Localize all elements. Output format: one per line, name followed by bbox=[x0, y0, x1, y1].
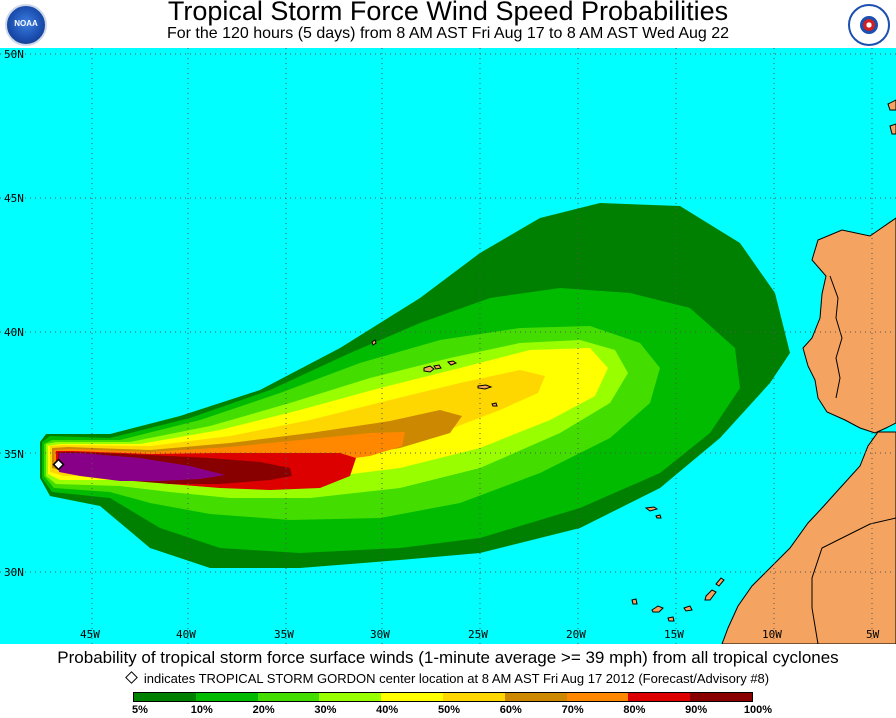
madeira-islands bbox=[644, 506, 662, 519]
canary-islands bbox=[631, 577, 725, 622]
nws-logo bbox=[848, 4, 890, 46]
legend-label: 100% bbox=[743, 704, 773, 716]
legend-labels: 5% 10% 20% 30% 40% 50% 60% 70% 80% 90% 100% bbox=[118, 704, 778, 718]
map-svg: 50N 45N 40N 35N 30N 45W 40W 35W 30W 25W … bbox=[0, 48, 896, 644]
border-morocco bbox=[811, 517, 896, 644]
storm-note-text: indicates TROPICAL STORM GORDON center l… bbox=[143, 671, 770, 686]
legend-colorbar bbox=[133, 692, 753, 702]
lon-label-20w: 20W bbox=[566, 628, 586, 641]
legend-label: 30% bbox=[314, 704, 337, 716]
footer: Probability of tropical storm force surf… bbox=[0, 644, 896, 716]
legend-label: 5% bbox=[132, 704, 148, 716]
azores-islands bbox=[371, 339, 498, 407]
legend-swatch bbox=[319, 693, 382, 701]
lon-label-40w: 40W bbox=[176, 628, 196, 641]
lon-label-10w: 10W bbox=[762, 628, 782, 641]
prob-band-100 bbox=[59, 453, 225, 481]
legend-swatch bbox=[381, 693, 443, 701]
header: NOAA Tropical Storm Force Wind Speed Pro… bbox=[0, 0, 896, 48]
land-small-europe bbox=[887, 99, 896, 111]
storm-center-diamond-icon bbox=[52, 458, 65, 471]
land-small-europe-2 bbox=[889, 123, 896, 135]
chart-subtitle: For the 120 hours (5 days) from 8 AM AST… bbox=[166, 25, 730, 42]
lat-label-45n: 45N bbox=[4, 192, 24, 205]
legend-label: 10% bbox=[190, 704, 213, 716]
legend-label: 40% bbox=[376, 704, 399, 716]
legend-label: 90% bbox=[685, 704, 708, 716]
map-caption: Probability of tropical storm force surf… bbox=[57, 648, 839, 667]
lat-label-35n: 35N bbox=[4, 448, 24, 461]
lon-label-5w: 5W bbox=[866, 628, 880, 641]
lon-label-25w: 25W bbox=[468, 628, 488, 641]
legend-swatch bbox=[566, 693, 629, 701]
legend-label: 80% bbox=[623, 704, 646, 716]
legend-swatch bbox=[134, 693, 196, 701]
lat-label-30n: 30N bbox=[4, 566, 24, 579]
probability-map: 50N 45N 40N 35N 30N 45W 40W 35W 30W 25W … bbox=[0, 48, 896, 644]
chart-title: Tropical Storm Force Wind Speed Probabil… bbox=[167, 0, 729, 26]
legend-swatch bbox=[504, 693, 567, 701]
lon-label-30w: 30W bbox=[370, 628, 390, 641]
diamond-icon bbox=[125, 671, 138, 684]
legend-swatch bbox=[442, 693, 505, 701]
lat-label-40n: 40N bbox=[4, 326, 24, 339]
legend-swatch bbox=[195, 693, 258, 701]
lat-label-50n: 50N bbox=[4, 48, 24, 61]
border-portugal bbox=[829, 275, 843, 399]
lon-label-45w: 45W bbox=[80, 628, 100, 641]
legend-swatch bbox=[628, 693, 691, 701]
noaa-logo: NOAA bbox=[5, 4, 47, 46]
legend-label: 70% bbox=[561, 704, 584, 716]
land-iberia bbox=[802, 217, 896, 434]
legend-swatch bbox=[690, 693, 752, 701]
legend-label: 60% bbox=[499, 704, 522, 716]
legend-swatch bbox=[257, 693, 320, 701]
legend-label: 50% bbox=[437, 704, 461, 716]
nws-swirl-icon bbox=[860, 16, 878, 34]
storm-note: indicates TROPICAL STORM GORDON center l… bbox=[0, 671, 896, 686]
lon-label-15w: 15W bbox=[664, 628, 684, 641]
lon-label-35w: 35W bbox=[274, 628, 294, 641]
legend-label: 20% bbox=[252, 704, 275, 716]
